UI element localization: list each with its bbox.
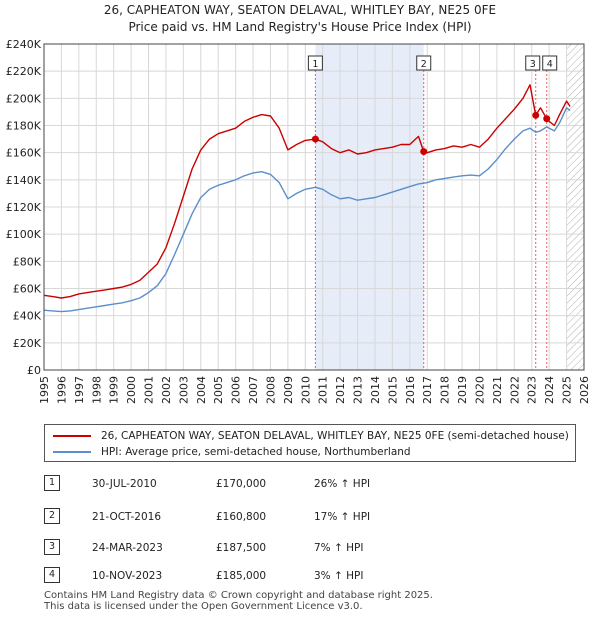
sale-label: 2 (421, 59, 427, 70)
x-tick-label: 2002 (160, 376, 173, 404)
x-tick-label: 2013 (352, 376, 365, 404)
sale-date: 24-MAR-2023 (92, 542, 163, 554)
sale-label-box (525, 55, 541, 71)
sale-price: £160,800 (216, 511, 267, 523)
sale-point (543, 115, 551, 123)
chart-title-block: 26, CAPHEATON WAY, SEATON DELAVAL, WHITL… (0, 2, 600, 36)
sale-date: 21-OCT-2016 (92, 511, 161, 523)
hpi-line (43, 107, 571, 313)
sale-badge: 4 (44, 567, 60, 583)
sale-badge: 1 (44, 475, 60, 491)
legend: 26, CAPHEATON WAY, SEATON DELAVAL, WHITL… (44, 424, 576, 462)
sale-hpi-change: 17% ↑ HPI (314, 511, 371, 523)
sale-point (311, 135, 319, 143)
legend-label-property: 26, CAPHEATON WAY, SEATON DELAVAL, WHITL… (101, 430, 569, 442)
x-tick-label: 2015 (386, 376, 399, 404)
y-tick-label: £160K (6, 147, 42, 160)
y-tick-label: £20K (13, 337, 42, 350)
legend-swatch-property (53, 435, 91, 437)
x-tick-label: 2003 (177, 376, 190, 404)
sale-date: 30-JUL-2010 (92, 478, 157, 490)
chart-subtitle: Price paid vs. HM Land Registry's House … (128, 20, 472, 34)
x-tick-label: 2004 (195, 376, 208, 404)
x-tick-label: 2001 (143, 376, 156, 404)
sale-badge: 3 (44, 539, 60, 555)
x-tick-label: 2020 (473, 376, 486, 404)
x-tick-label: 2026 (578, 376, 591, 404)
footer-licence: This data is licensed under the Open Gov… (44, 601, 363, 612)
y-tick-label: £120K (6, 201, 42, 214)
sale-hpi-change: 26% ↑ HPI (314, 478, 371, 490)
y-tick-label: £80K (13, 255, 42, 268)
x-tick-label: 2018 (439, 376, 452, 404)
x-tick-label: 2007 (247, 376, 260, 404)
y-tick-label: £140K (6, 174, 42, 187)
x-tick-label: 2024 (543, 376, 556, 404)
sale-price: £185,000 (216, 570, 267, 582)
sale-hpi-change: 3% ↑ HPI (314, 570, 364, 582)
sale-row: 3 24-MAR-2023 £187,500 7% ↑ HPI (44, 539, 444, 557)
x-tick-label: 1995 (38, 376, 51, 404)
x-tick-label: 2019 (456, 376, 469, 404)
x-tick-label: 2014 (369, 376, 382, 404)
legend-label-hpi: HPI: Average price, semi-detached house,… (101, 446, 411, 458)
sale-point (532, 111, 540, 119)
x-tick-label: 2023 (526, 376, 539, 404)
x-tick-label: 2017 (421, 376, 434, 404)
y-tick-label: £40K (13, 310, 42, 323)
x-tick-label: 2006 (230, 376, 243, 404)
property-price-line (43, 84, 571, 299)
x-tick-label: 1999 (108, 376, 121, 404)
y-tick-label: £220K (6, 65, 42, 78)
x-tick-label: 1997 (73, 376, 86, 404)
sale-price: £187,500 (216, 542, 267, 554)
footer: Contains HM Land Registry data © Crown c… (44, 590, 433, 612)
x-tick-label: 2011 (317, 376, 330, 404)
sale-label-box (307, 55, 323, 71)
y-tick-label: £240K (6, 38, 42, 51)
x-tick-label: 2000 (125, 376, 138, 404)
y-tick-label: £100K (6, 228, 42, 241)
sale-label-box (542, 55, 558, 71)
sale-badge: 2 (44, 508, 60, 524)
sale-date: 10-NOV-2023 (92, 570, 163, 582)
x-tick-label: 2005 (212, 376, 225, 404)
x-tick-label: 2009 (282, 376, 295, 404)
sale-point (420, 148, 428, 156)
y-tick-label: £180K (6, 120, 42, 133)
x-tick-label: 1996 (55, 376, 68, 404)
x-tick-label: 2010 (299, 376, 312, 404)
x-tick-label: 2008 (264, 376, 277, 404)
legend-item-property: 26, CAPHEATON WAY, SEATON DELAVAL, WHITL… (53, 428, 569, 444)
y-tick-label: £0 (27, 364, 41, 377)
footer-copyright: Contains HM Land Registry data © Crown c… (44, 590, 433, 601)
sale-label: 4 (547, 59, 553, 70)
x-tick-label: 2016 (404, 376, 417, 404)
chart-title: 26, CAPHEATON WAY, SEATON DELAVAL, WHITL… (103, 3, 497, 17)
sale-label-box (416, 55, 432, 71)
sale-label: 3 (530, 59, 536, 70)
sale-price: £170,000 (216, 478, 267, 490)
y-tick-label: £60K (13, 283, 42, 296)
legend-swatch-hpi (53, 451, 91, 453)
sale-label: 1 (312, 59, 318, 70)
x-tick-label: 2022 (508, 376, 521, 404)
x-tick-label: 2012 (334, 376, 347, 404)
y-tick-label: £200K (6, 92, 42, 105)
x-tick-label: 2021 (491, 376, 504, 404)
sale-row: 2 21-OCT-2016 £160,800 17% ↑ HPI (44, 508, 444, 526)
legend-item-hpi: HPI: Average price, semi-detached house,… (53, 444, 411, 460)
x-tick-label: 2025 (561, 376, 574, 404)
sale-row: 4 10-NOV-2023 £185,000 3% ↑ HPI (44, 567, 444, 585)
sale-row: 1 30-JUL-2010 £170,000 26% ↑ HPI (44, 475, 444, 493)
x-tick-label: 1998 (90, 376, 103, 404)
sale-hpi-change: 7% ↑ HPI (314, 542, 364, 554)
plot-border (43, 43, 585, 371)
